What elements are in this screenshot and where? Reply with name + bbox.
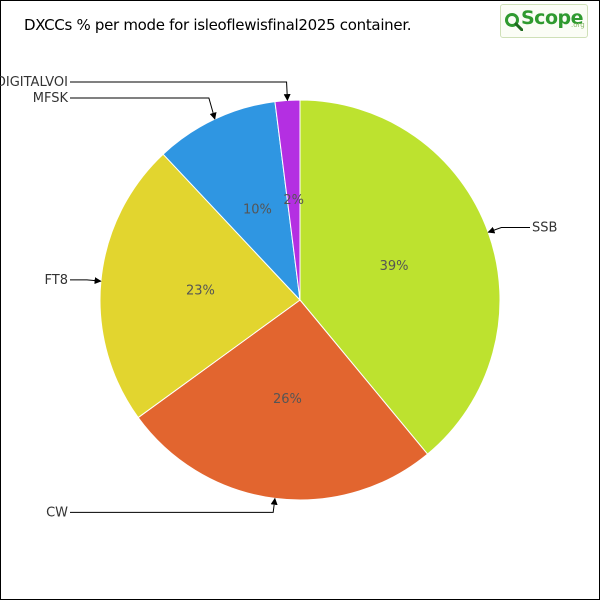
percent-labels: 39% 26% 23% 10% 2%: [186, 193, 409, 407]
leader-line-digitalvoi: [70, 81, 291, 102]
logo-wordmark: Scope: [521, 7, 584, 29]
leader-line-mfsk: [70, 97, 217, 120]
category-label-mfsk: MFSK: [33, 91, 69, 106]
pie-slices: [99, 99, 501, 501]
leader-line-ft8: [70, 277, 102, 285]
category-label-ft8: FT8: [45, 273, 68, 288]
chart-title: DXCCs % per mode for isleoflewisfinal202…: [24, 16, 412, 34]
percent-label-digitalvoi: 2%: [283, 193, 304, 208]
category-label-ssb: SSB: [532, 221, 557, 236]
category-label-cw: CW: [46, 505, 68, 520]
logo-suffix: .org: [571, 21, 585, 29]
percent-label-cw: 26%: [273, 392, 302, 407]
leader-line-ssb: [487, 226, 530, 234]
magnifier-q-icon: [505, 13, 523, 31]
percent-label-ft8: 23%: [186, 284, 215, 299]
percent-label-mfsk: 10%: [243, 203, 272, 218]
category-label-digitalvoi: DIGITALVOI: [0, 75, 68, 90]
percent-label-ssb: 39%: [380, 259, 409, 274]
leader-line-cw: [70, 497, 278, 513]
qscope-logo: Scope .org: [500, 4, 588, 38]
